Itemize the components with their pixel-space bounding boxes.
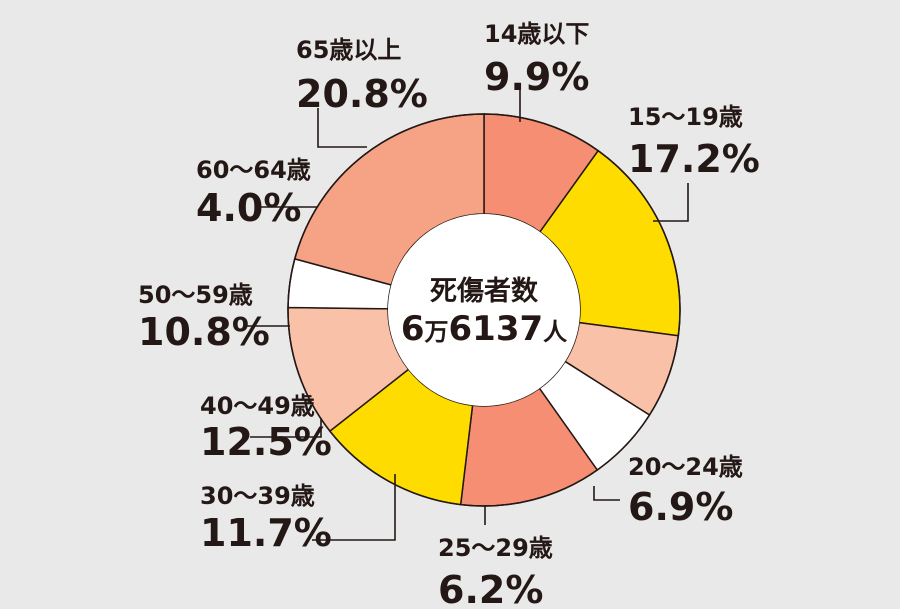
percent-label-7: 10.8%	[138, 310, 270, 354]
category-label-6: 40～49歳	[200, 392, 315, 420]
leader-line-5	[312, 474, 396, 541]
center-hole	[388, 214, 580, 406]
percent-label-3: 6.9%	[628, 485, 733, 529]
category-label-1: 14歳以下	[484, 20, 589, 48]
total-man-value: 6	[401, 309, 425, 349]
leader-lines	[245, 90, 689, 541]
slice-labels: 14歳以下 9.9% 15～19歳 17.2% 20～24歳 6.9% 25～29歳 6.2%…	[138, 20, 760, 609]
total-rest-value: 6137	[449, 309, 544, 349]
pie-outline	[287, 113, 681, 507]
center-total: 6万6137人	[401, 309, 567, 349]
leader-line-9	[317, 108, 367, 148]
total-person-unit: 人	[543, 318, 567, 346]
leader-line-6	[250, 418, 322, 438]
total-man-unit: 万	[425, 318, 449, 346]
category-label-2: 15～19歳	[628, 103, 743, 131]
category-label-7: 50～59歳	[138, 281, 253, 309]
pie-slices	[287, 113, 681, 507]
category-label-4: 25～29歳	[438, 534, 553, 562]
category-label-8: 60～64歳	[196, 156, 311, 184]
category-label-9: 65歳以上	[296, 36, 401, 64]
percent-label-9: 20.8%	[296, 72, 428, 116]
center-label: 死傷者数 6万6137人	[401, 276, 567, 349]
percent-label-8: 4.0%	[196, 186, 301, 230]
percent-label-6: 12.5%	[200, 420, 332, 464]
category-label-5: 30～39歳	[200, 482, 315, 510]
percent-label-2: 17.2%	[628, 137, 760, 181]
percent-label-1: 9.9%	[484, 55, 589, 99]
percent-label-4: 6.2%	[438, 568, 543, 609]
center-title: 死傷者数	[430, 276, 539, 307]
leader-line-2	[653, 183, 689, 222]
category-label-3: 20～24歳	[628, 453, 743, 481]
percent-label-5: 11.7%	[200, 511, 332, 555]
leader-line-3	[593, 486, 620, 501]
